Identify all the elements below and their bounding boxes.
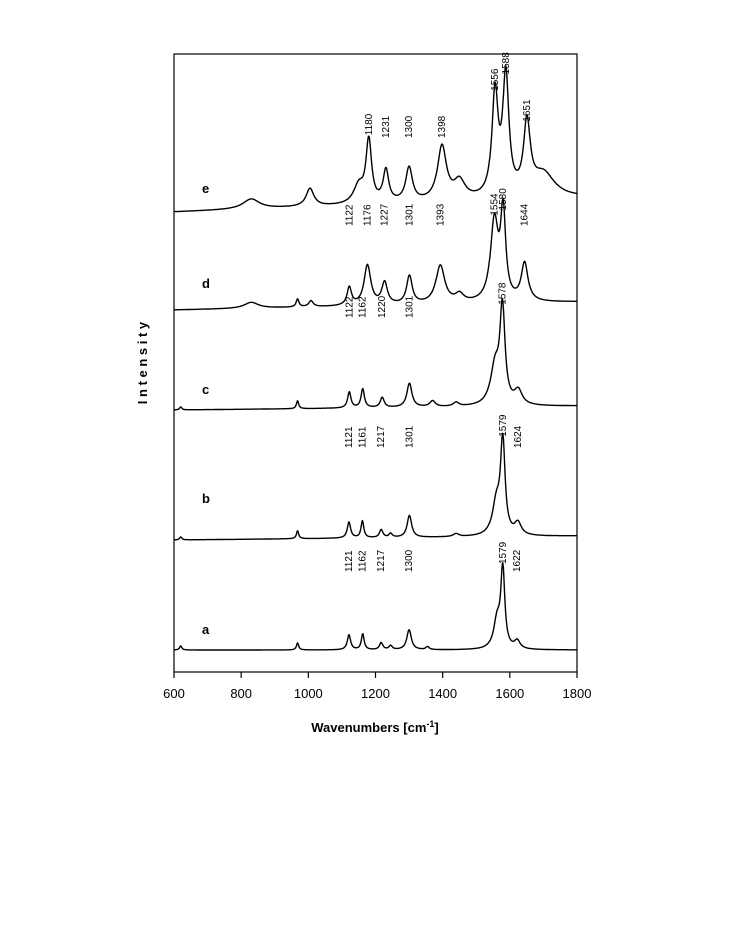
y-axis-title: I n t e n s i t y bbox=[135, 321, 150, 404]
x-tick-label-600: 600 bbox=[163, 686, 185, 701]
peak-label-b-1624: 1624 bbox=[513, 425, 524, 448]
peak-label-d-1227: 1227 bbox=[380, 203, 391, 226]
peak-label-a-1579: 1579 bbox=[498, 541, 509, 564]
peak-label-a-1217: 1217 bbox=[376, 549, 387, 572]
spectrum-line-c bbox=[173, 297, 578, 411]
x-tick-label-1800: 1800 bbox=[563, 686, 592, 701]
peak-label-e-1588: 1588 bbox=[501, 52, 512, 75]
peak-label-c-1301: 1301 bbox=[404, 295, 415, 318]
plot-frame bbox=[173, 53, 578, 673]
x-tick-label-1600: 1600 bbox=[495, 686, 524, 701]
series-label-c: c bbox=[202, 382, 209, 397]
peak-label-b-1579: 1579 bbox=[498, 414, 509, 437]
x-tick-label-800: 800 bbox=[230, 686, 252, 701]
series-label-a: a bbox=[202, 622, 210, 637]
x-tick-label-1400: 1400 bbox=[428, 686, 457, 701]
spectrum-line-b bbox=[173, 432, 578, 541]
series-label-b: b bbox=[202, 491, 210, 506]
peak-label-b-1161: 1161 bbox=[357, 426, 368, 448]
x-tick-label-1000: 1000 bbox=[294, 686, 323, 701]
x-axis-title: Wavenumbers [cm-1] bbox=[311, 719, 438, 735]
peak-label-e-1651: 1651 bbox=[522, 99, 533, 122]
peak-label-d-1301: 1301 bbox=[404, 203, 415, 226]
peak-label-d-1122: 1122 bbox=[344, 204, 355, 226]
peak-label-e-1300: 1300 bbox=[404, 115, 415, 138]
peak-label-b-1217: 1217 bbox=[376, 425, 387, 448]
peak-label-c-1162: 1162 bbox=[358, 296, 369, 318]
peak-label-a-1622: 1622 bbox=[512, 549, 523, 572]
peak-label-c-1220: 1220 bbox=[377, 295, 388, 318]
peak-label-a-1121: 1121 bbox=[344, 550, 355, 572]
peak-label-e-1398: 1398 bbox=[437, 115, 448, 138]
peak-label-d-1176: 1176 bbox=[362, 204, 373, 226]
peak-label-d-1580: 1580 bbox=[498, 188, 509, 211]
peak-label-e-1180: 1180 bbox=[364, 113, 375, 135]
spectrum-line-e bbox=[173, 65, 578, 213]
peak-label-b-1121: 1121 bbox=[344, 426, 355, 448]
peak-label-c-1122: 1122 bbox=[344, 296, 355, 318]
series-label-e: e bbox=[202, 181, 209, 196]
spectra-traces bbox=[173, 65, 578, 651]
peak-label-a-1162: 1162 bbox=[358, 550, 369, 572]
peak-label-d-1644: 1644 bbox=[520, 203, 531, 226]
peak-label-e-1556: 1556 bbox=[490, 68, 501, 91]
spectrum-line-a bbox=[173, 562, 578, 651]
peak-label-e-1231: 1231 bbox=[381, 115, 392, 138]
series-labels: a b c d e bbox=[202, 181, 210, 637]
peak-label-c-1578: 1578 bbox=[497, 282, 508, 305]
peak-label-b-1301: 1301 bbox=[404, 425, 415, 448]
spectrum-line-d bbox=[173, 197, 578, 311]
x-tick-label-1200: 1200 bbox=[361, 686, 390, 701]
peak-label-d-1554: 1554 bbox=[489, 193, 500, 216]
x-axis-ticks: 600 800 1000 1200 1400 1600 1800 bbox=[163, 672, 591, 701]
series-label-d: d bbox=[202, 276, 210, 291]
peak-label-a-1300: 1300 bbox=[404, 549, 415, 572]
peak-label-d-1393: 1393 bbox=[435, 203, 446, 226]
